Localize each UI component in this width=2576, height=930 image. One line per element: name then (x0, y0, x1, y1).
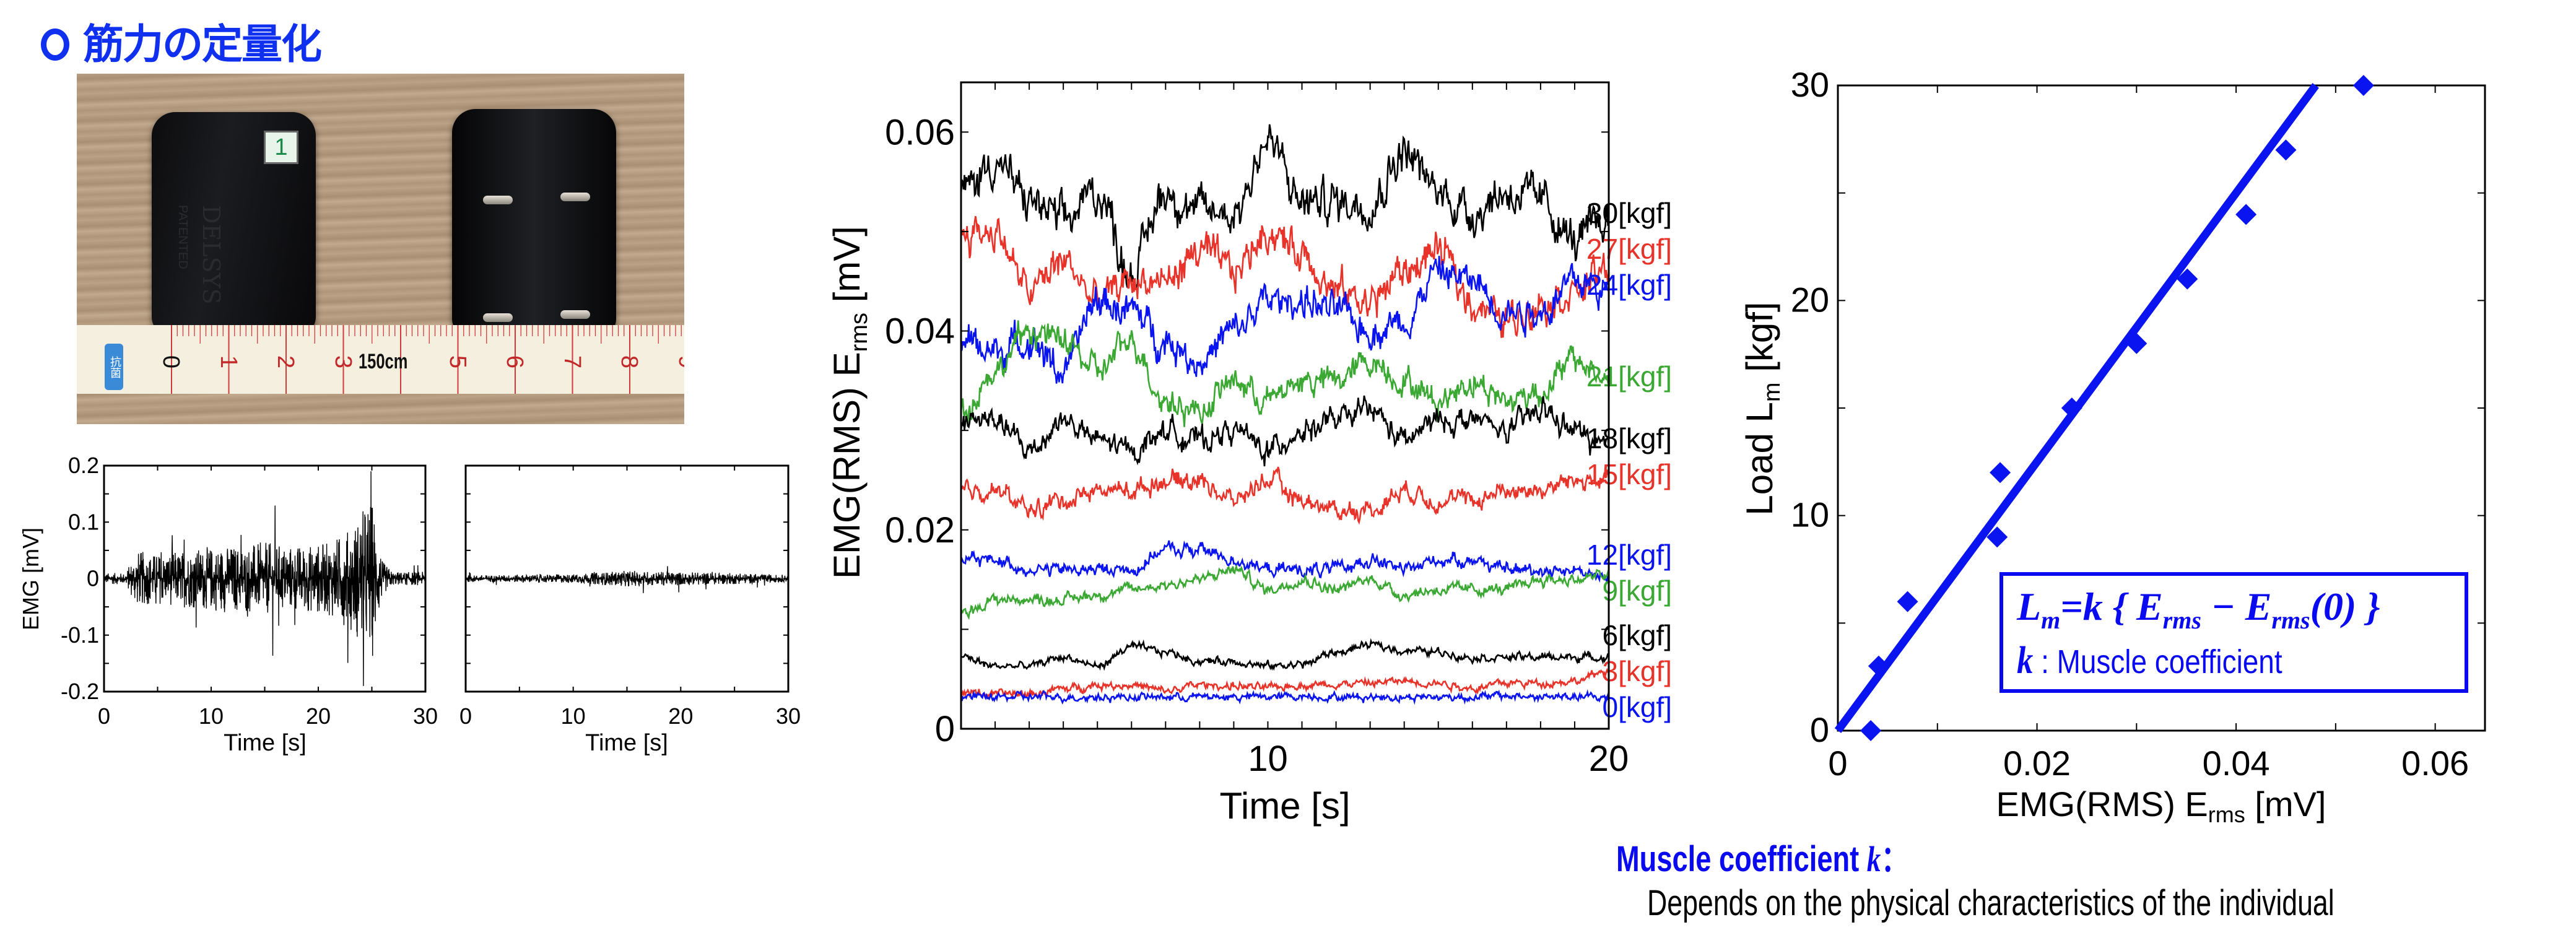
data-point-diamond (1986, 526, 2008, 548)
rms-series-label: 6[kgf] (1602, 619, 1672, 651)
data-point-diamond (2177, 268, 2198, 290)
sensor-number-label: 1 (264, 131, 298, 164)
emg-raw-loaded-ytick-label: 0.1 (68, 509, 99, 534)
load-emg-ytick-label: 20 (1791, 280, 1829, 319)
emg-sensor-front: 1 DELSYS PATENTED (152, 112, 316, 336)
tape-measure: 抗菌 012356789 150cm (77, 325, 684, 394)
data-point-diamond (1897, 591, 1918, 612)
electrode-pin (560, 310, 590, 319)
electrode-pin (483, 313, 513, 322)
tape-ticks (171, 325, 682, 394)
rms-time-frame (960, 81, 1610, 730)
emg-raw-loaded-xlabel: Time [s] (224, 730, 307, 756)
rms-series-line (960, 563, 1610, 620)
emg-raw-loaded-signal (103, 471, 426, 686)
emg-raw-rest-xlabel: Time [s] (585, 730, 668, 756)
load-emg-ytick-label: 10 (1791, 495, 1829, 534)
data-point-diamond (1868, 655, 1889, 677)
emg-raw-rest-xtick-label: 0 (459, 703, 472, 729)
rms-series-label: 18[kgf] (1586, 422, 1672, 454)
data-point-diamond (2126, 332, 2147, 354)
emg-raw-loaded-xtick-label: 10 (199, 703, 224, 729)
rms-time-ytick-label: 0 (935, 709, 955, 749)
emg-raw-loaded-ytick-label: -0.2 (61, 679, 99, 704)
load-emg-xtick-label: 0 (1828, 744, 1847, 783)
load-ylabel: Load Lm [kgf] (1739, 302, 1785, 515)
rms-series-line (960, 638, 1610, 671)
emg-raw-rest-signal (465, 566, 789, 593)
slide-title-text: 筋力の定量化 (83, 20, 322, 68)
load-emg-ytick-label: 0 (1810, 710, 1829, 749)
circle-bullet-icon (41, 28, 69, 61)
slide-title: 筋力の定量化 (41, 11, 322, 71)
rms-series-label: 0[kgf] (1602, 691, 1672, 723)
load-emg-xtick-label: 0.04 (2203, 744, 2270, 783)
emg-raw-loaded-ytick-label: 0 (87, 566, 99, 591)
rms-series-line (960, 395, 1610, 467)
sensor-photo: 1 DELSYS PATENTED 抗菌 012356789 150cm (77, 74, 684, 424)
rms-series-line (960, 466, 1610, 525)
emg-raw-ylabel: EMG [mV] (18, 528, 43, 630)
data-point-diamond (2061, 398, 2082, 419)
rms-time-xlabel: Time [s] (1219, 785, 1350, 827)
rms-series-label: 9[kgf] (1602, 575, 1672, 607)
emg-raw-loaded-ytick-label: -0.1 (61, 622, 99, 648)
data-point-diamond (2275, 139, 2297, 161)
formula-box: Lm=k { Erms − Erms(0) } k : Muscle coeff… (1999, 572, 2468, 693)
rms-series-line (960, 256, 1610, 384)
rms-time-ytick-label: 0.02 (885, 510, 955, 550)
rms-time-ytick-label: 0.04 (885, 311, 955, 352)
emg-raw-rest-xtick-label: 20 (668, 703, 693, 729)
rms-series-label: 21[kgf] (1586, 360, 1672, 393)
electrode-pin (560, 193, 590, 201)
emg-raw-loaded-ytick-label: 0.2 (68, 453, 99, 478)
rms-series-line (960, 124, 1610, 290)
emg-raw-rest-xtick-label: 10 (561, 703, 586, 729)
load-emg-ytick-label: 30 (1791, 65, 1829, 104)
tape-length-label: 150cm (359, 350, 408, 373)
rms-series-label: 3[kgf] (1602, 655, 1672, 687)
data-point-diamond (2235, 204, 2257, 225)
rms-time-ylabel: EMG(RMS) Erms [mV] (826, 226, 872, 579)
rms-series-label: 30[kgf] (1586, 197, 1672, 229)
load-emg-xtick-label: 0.02 (2003, 744, 2071, 783)
rms-series-label: 27[kgf] (1586, 233, 1672, 265)
data-point-diamond (1990, 462, 2011, 484)
k-definition: k : Muscle coefficient (2017, 640, 2282, 682)
load-xlabel: EMG(RMS) Erms [mV] (1996, 784, 2326, 827)
rms-series-label: 15[kgf] (1586, 458, 1672, 490)
muscle-coefficient-heading: Muscle coefficient k： (1616, 839, 1909, 879)
rms-series-line (960, 689, 1610, 705)
load-emg-xtick-label: 0.06 (2401, 744, 2469, 783)
rms-series-line (960, 667, 1609, 699)
load-formula: Lm=k { Erms − Erms(0) } (2017, 585, 2380, 634)
rms-series-line (960, 320, 1610, 427)
rms-series-label: 24[kgf] (1586, 269, 1672, 301)
emg-raw-loaded-xtick-label: 20 (306, 703, 331, 729)
tape-brand-label: 抗菌 (105, 344, 123, 390)
data-point-diamond (1860, 720, 1882, 741)
rms-series-line (960, 540, 1610, 584)
rms-series-label: 12[kgf] (1586, 539, 1672, 571)
rms-time-xtick-label: 20 (1589, 739, 1629, 779)
rms-time-xtick-label: 10 (1248, 739, 1288, 779)
muscle-coefficient-description: Depends on the physical characteristics … (1647, 883, 2334, 923)
data-point-diamond (2352, 75, 2374, 96)
emg-raw-loaded-xtick-label: 30 (413, 703, 438, 729)
rms-time-ytick-label: 0.06 (885, 112, 955, 152)
emg-raw-loaded-xtick-label: 0 (98, 703, 110, 729)
rms-series-line (960, 215, 1610, 338)
emg-raw-rest-xtick-label: 30 (776, 703, 801, 729)
electrode-pin (483, 196, 513, 204)
emg-sensor-back (452, 109, 616, 337)
